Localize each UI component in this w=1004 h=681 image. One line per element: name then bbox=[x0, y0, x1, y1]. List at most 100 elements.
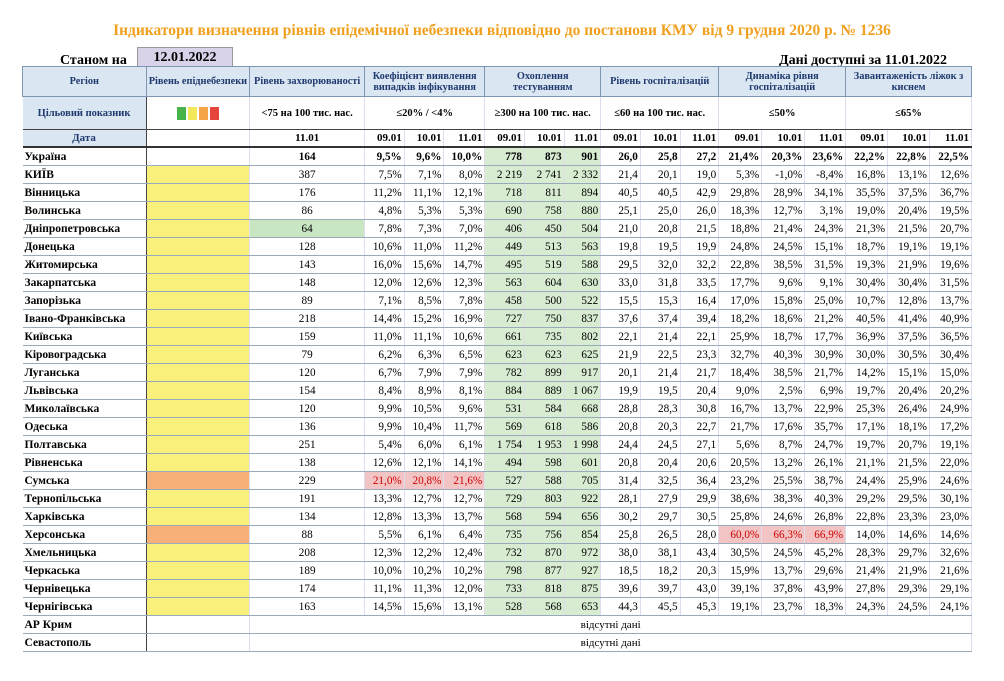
hosp-dynamics-cell: 19,1% bbox=[718, 597, 763, 616]
incidence-cell: 134 bbox=[249, 507, 366, 526]
testing-cell: 494 bbox=[484, 453, 526, 472]
detection-cell: 12,0% bbox=[364, 273, 405, 292]
oxygen-beds-cell: 24,6% bbox=[929, 471, 973, 490]
region-row-missing: АР Крим відсутні дані bbox=[22, 615, 972, 634]
hosp-dynamics-cell: 13,7% bbox=[761, 399, 806, 418]
date-hosp-1: 09.01 bbox=[600, 129, 641, 148]
hospitalization-cell: 20,8 bbox=[600, 453, 641, 472]
danger-level-cell bbox=[146, 273, 251, 292]
hospitalization-cell: 19,0 bbox=[680, 165, 720, 184]
hospitalization-cell: 38,1 bbox=[640, 543, 681, 562]
danger-level-cell bbox=[146, 597, 251, 616]
target-row: Цільовий показник <75 на 100 тис. нас. ≤… bbox=[22, 96, 972, 130]
hospitalization-cell: 40,5 bbox=[600, 183, 641, 202]
detection-cell: 6,0% bbox=[404, 435, 445, 454]
region-row: Дніпропетровська 64 7,8% 7,3% 7,0% 406 450 504 2… bbox=[22, 219, 973, 238]
hosp-dynamics-cell: 29,6% bbox=[804, 561, 847, 580]
as-of-date: 12.01.2022 bbox=[137, 47, 233, 68]
hosp-dynamics-cell: 18,3% bbox=[804, 597, 847, 616]
hospitalization-cell: 21,5 bbox=[680, 219, 720, 238]
testing-cell: 406 bbox=[484, 219, 526, 238]
testing-cell: 802 bbox=[564, 327, 602, 346]
hospitalization-cell: 43,4 bbox=[680, 543, 720, 562]
page-title: Індикатори визначення рівнів епідемічної… bbox=[113, 22, 891, 39]
danger-level-cell bbox=[146, 363, 251, 382]
region-name: Запорізька bbox=[22, 291, 147, 310]
hospitalization-cell: 16,4 bbox=[680, 291, 720, 310]
testing-cell: 569 bbox=[484, 417, 526, 436]
danger-level-cell bbox=[146, 561, 251, 580]
detection-cell: 12,1% bbox=[443, 183, 486, 202]
hosp-dynamics-cell: 5,6% bbox=[718, 435, 763, 454]
hosp-dynamics-cell: 39,1% bbox=[718, 579, 763, 598]
incidence-cell: 189 bbox=[249, 561, 366, 580]
detection-cell: 11,1% bbox=[364, 579, 405, 598]
testing-cell: 901 bbox=[564, 147, 602, 166]
oxygen-beds-cell: 23,3% bbox=[887, 507, 930, 526]
hospitalization-cell: 18,2 bbox=[640, 561, 681, 580]
hospitalization-cell: 31,4 bbox=[600, 471, 641, 490]
hosp-dynamics-cell: 38,3% bbox=[761, 489, 806, 508]
hosp-dynamics-cell: 13,2% bbox=[761, 453, 806, 472]
detection-cell: 10,6% bbox=[364, 237, 405, 256]
incidence-cell: 163 bbox=[249, 597, 366, 616]
detection-cell: 6,2% bbox=[364, 345, 405, 364]
region-name: Чернігівська bbox=[22, 597, 147, 616]
danger-level-cell bbox=[146, 381, 251, 400]
region-name: КИЇВ bbox=[22, 165, 147, 184]
detection-cell: 11,3% bbox=[404, 579, 445, 598]
testing-cell: 837 bbox=[564, 309, 602, 328]
oxygen-beds-cell: 19,7% bbox=[845, 381, 889, 400]
detection-cell: 9,9% bbox=[364, 417, 405, 436]
hosp-dynamics-cell: 38,5% bbox=[761, 255, 806, 274]
hospitalization-cell: 33,5 bbox=[680, 273, 720, 292]
hospitalization-cell: 37,4 bbox=[640, 309, 681, 328]
testing-cell: 623 bbox=[484, 345, 526, 364]
oxygen-beds-cell: 21,3% bbox=[845, 219, 889, 238]
hosp-dynamics-cell: 8,7% bbox=[761, 435, 806, 454]
region-name: Дніпропетровська bbox=[22, 219, 147, 238]
hosp-dynamics-cell: 15,9% bbox=[718, 561, 763, 580]
hosp-dynamics-cell: 31,5% bbox=[804, 255, 847, 274]
region-row: Херсонська 88 5,5% 6,1% 6,4% 735 756 854 25,8 26,… bbox=[22, 525, 973, 544]
detection-cell: 7,1% bbox=[364, 291, 405, 310]
danger-level-cell bbox=[146, 453, 251, 472]
oxygen-beds-cell: 12,8% bbox=[887, 291, 930, 310]
region-name: Рівненська bbox=[22, 453, 147, 472]
oxygen-beds-cell: 29,7% bbox=[887, 543, 930, 562]
hosp-dynamics-cell: 45,2% bbox=[804, 543, 847, 562]
oxygen-beds-cell: 30,4% bbox=[887, 273, 930, 292]
hospitalization-cell: 19,5 bbox=[640, 237, 681, 256]
testing-cell: 563 bbox=[484, 273, 526, 292]
region-name: Тернопільська bbox=[22, 489, 147, 508]
hospitalization-cell: 45,5 bbox=[640, 597, 681, 616]
testing-cell: 563 bbox=[564, 237, 602, 256]
hospitalization-cell: 30,2 bbox=[600, 507, 641, 526]
hospitalization-cell: 42,9 bbox=[680, 183, 720, 202]
hosp-dynamics-cell: 38,7% bbox=[804, 471, 847, 490]
date-detection-2: 10.01 bbox=[404, 129, 445, 148]
testing-cell: 917 bbox=[564, 363, 602, 382]
testing-cell: 568 bbox=[524, 597, 565, 616]
oxygen-beds-cell: 20,2% bbox=[929, 381, 973, 400]
hospitalization-cell: 21,0 bbox=[600, 219, 641, 238]
hosp-dynamics-cell: 30,9% bbox=[804, 345, 847, 364]
region-row: Тернопільська 191 13,3% 12,7% 12,7% 729 803 922… bbox=[22, 489, 973, 508]
hosp-dynamics-cell: 35,7% bbox=[804, 417, 847, 436]
hospitalization-cell: 21,4 bbox=[640, 363, 681, 382]
target-incidence: <75 на 100 тис. нас. bbox=[249, 96, 366, 130]
danger-level-cell bbox=[146, 201, 251, 220]
detection-cell: 13,3% bbox=[364, 489, 405, 508]
hosp-dynamics-cell: 9,0% bbox=[718, 381, 763, 400]
region-row: Івано-Франківська 218 14,4% 15,2% 16,9% 727 75… bbox=[22, 309, 973, 328]
hosp-dynamics-cell: 17,7% bbox=[718, 273, 763, 292]
testing-cell: 2 332 bbox=[564, 165, 602, 184]
testing-cell: 894 bbox=[564, 183, 602, 202]
hosp-dynamics-cell: 18,4% bbox=[718, 363, 763, 382]
hospitalization-cell: 45,3 bbox=[680, 597, 720, 616]
detection-cell: 10,0% bbox=[443, 147, 486, 166]
hospitalization-cell: 26,5 bbox=[640, 525, 681, 544]
testing-cell: 758 bbox=[524, 201, 565, 220]
danger-level-cell bbox=[146, 579, 251, 598]
hosp-dynamics-cell: 9,6% bbox=[761, 273, 806, 292]
